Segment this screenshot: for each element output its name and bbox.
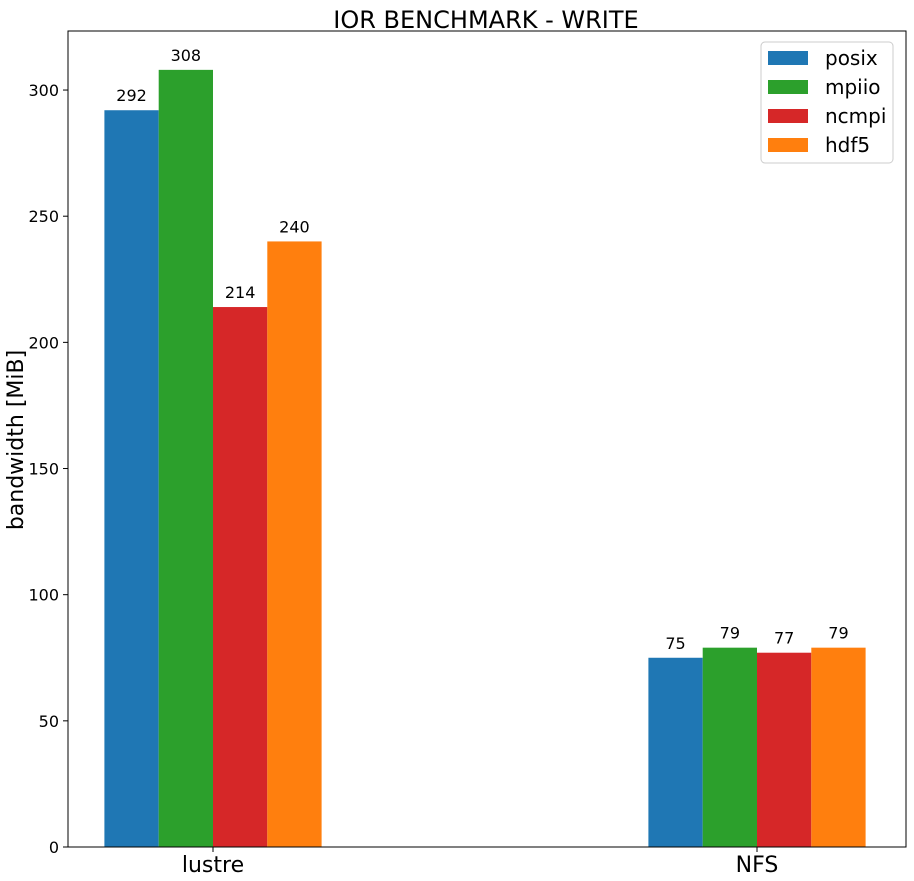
legend-label-mpiio: mpiio: [825, 75, 881, 99]
legend-swatch-mpiio: [768, 80, 808, 94]
bar-ncmpi-nfs: [757, 652, 812, 847]
x-tick-label-nfs: NFS: [736, 853, 779, 878]
y-tick-label-250: 250: [28, 207, 59, 226]
bar-label-hdf5-lustre: 240: [279, 217, 310, 236]
legend-swatch-hdf5: [768, 138, 808, 152]
bar-label-ncmpi-lustre: 214: [225, 283, 256, 302]
bar-label-ncmpi-nfs: 77: [774, 629, 794, 648]
bar-ncmpi-lustre: [213, 307, 268, 847]
bar-label-mpiio-nfs: 79: [720, 624, 740, 643]
y-tick-label-50: 50: [39, 712, 59, 731]
bar-posix-nfs: [648, 657, 703, 847]
chart-title: IOR BENCHMARK - WRITE: [333, 6, 638, 34]
legend-swatch-ncmpi: [768, 109, 808, 123]
y-tick-label-150: 150: [28, 460, 59, 479]
legend-label-hdf5: hdf5: [825, 133, 870, 157]
legend-swatch-posix: [768, 51, 808, 65]
bar-label-posix-lustre: 292: [116, 86, 147, 105]
y-tick-label-200: 200: [28, 333, 59, 352]
bar-hdf5-nfs: [811, 647, 866, 847]
bar-mpiio-nfs: [702, 647, 757, 847]
bar-labels-layer: 292 75 308 79 214 77 240 79: [116, 46, 848, 653]
bar-mpiio-lustre: [158, 69, 213, 848]
legend-label-posix: posix: [825, 46, 878, 70]
legend: posix mpiio ncmpi hdf5: [760, 41, 894, 164]
bar-label-mpiio-lustre: 308: [171, 46, 202, 65]
bar-posix-lustre: [104, 110, 159, 848]
y-tick-label-0: 0: [49, 838, 59, 857]
x-tick-label-lustre: lustre: [182, 853, 244, 878]
y-tick-label-100: 100: [28, 586, 59, 605]
legend-label-ncmpi: ncmpi: [825, 104, 886, 128]
y-axis: 0 50 100 150 200 250 300: [28, 81, 68, 857]
legend-box: [760, 41, 894, 164]
plot-frame: [67, 30, 907, 848]
y-axis-label: bandwidth [MiB]: [4, 350, 29, 530]
bar-hdf5-lustre: [267, 241, 322, 847]
y-tick-label-300: 300: [28, 81, 59, 100]
bars-layer: [104, 69, 866, 848]
bar-label-posix-nfs: 75: [665, 634, 685, 653]
x-axis: lustre NFS: [182, 847, 778, 878]
bar-label-hdf5-nfs: 79: [828, 624, 848, 643]
